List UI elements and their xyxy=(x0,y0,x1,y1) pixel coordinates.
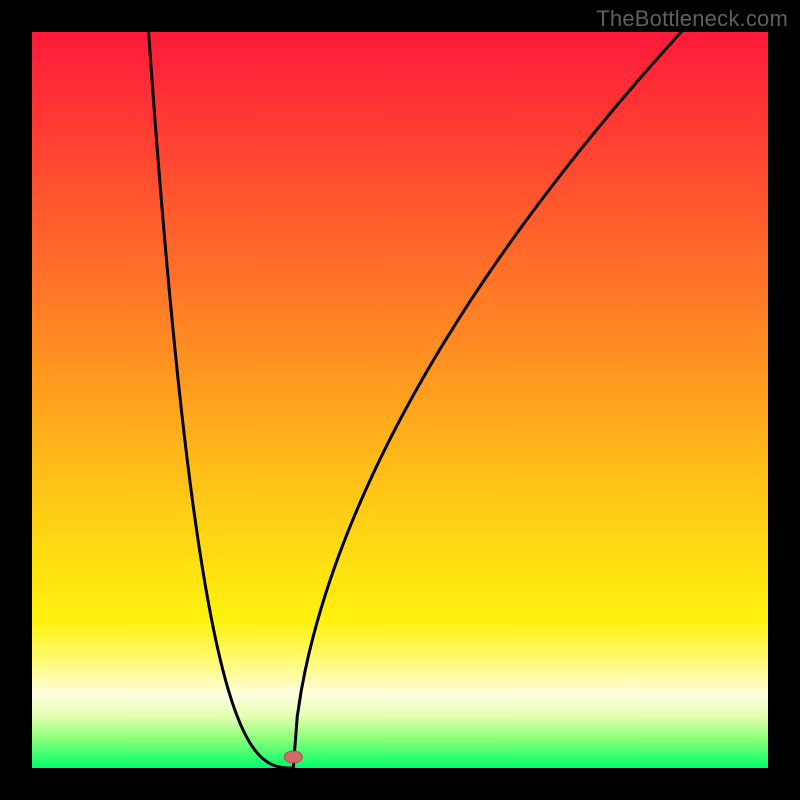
optimal-marker xyxy=(284,751,302,763)
chart-container: TheBottleneck.com xyxy=(0,0,800,800)
plot-background xyxy=(32,32,768,768)
bottleneck-chart xyxy=(0,0,800,800)
watermark-label: TheBottleneck.com xyxy=(596,6,788,32)
